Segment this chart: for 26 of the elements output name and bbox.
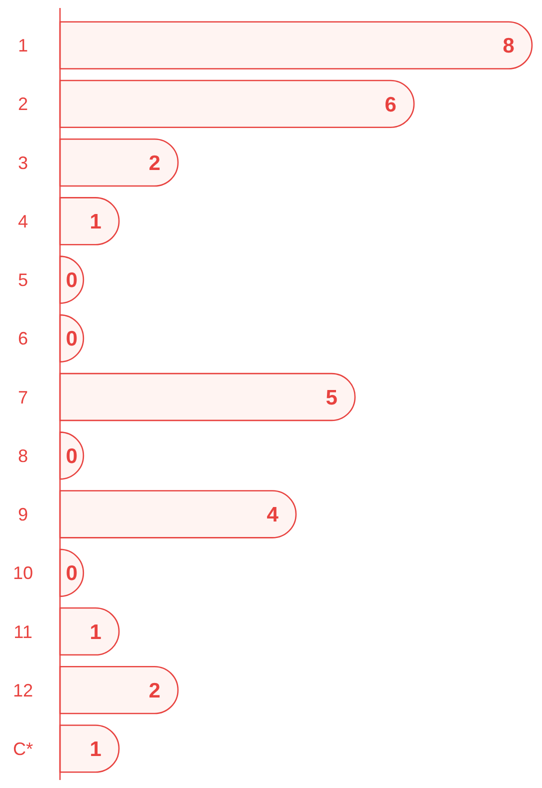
y-tick-label: 2 [18,94,28,114]
y-tick-label: 3 [18,152,28,173]
y-tick-label: C* [12,738,34,759]
data-label: 0 [66,444,78,468]
data-label: 2 [148,152,160,175]
y-tick-label: 4 [18,211,28,232]
y-tick-label: 5 [18,270,28,290]
data-label: 2 [148,679,160,702]
data-label: 0 [66,328,78,351]
data-label: 1 [90,620,102,644]
data-label: 0 [66,562,78,586]
y-tick-label: 10 [12,563,34,584]
y-tick-label: 11 [14,622,32,642]
y-tick-label: 12 [12,680,34,700]
data-label: 1 [90,210,102,234]
data-label: 6 [384,93,396,116]
data-label: 4 [266,504,279,527]
data-label: 8 [502,34,515,58]
y-tick-label: 8 [18,446,28,466]
y-tick-label: 1 [18,36,28,56]
data-label: 5 [326,386,338,410]
y-tick-label: 6 [18,328,28,349]
y-tick-label: 9 [18,504,28,525]
data-label: 1 [90,738,102,762]
y-tick-label: 7 [18,387,28,408]
data-label: 0 [66,269,78,292]
